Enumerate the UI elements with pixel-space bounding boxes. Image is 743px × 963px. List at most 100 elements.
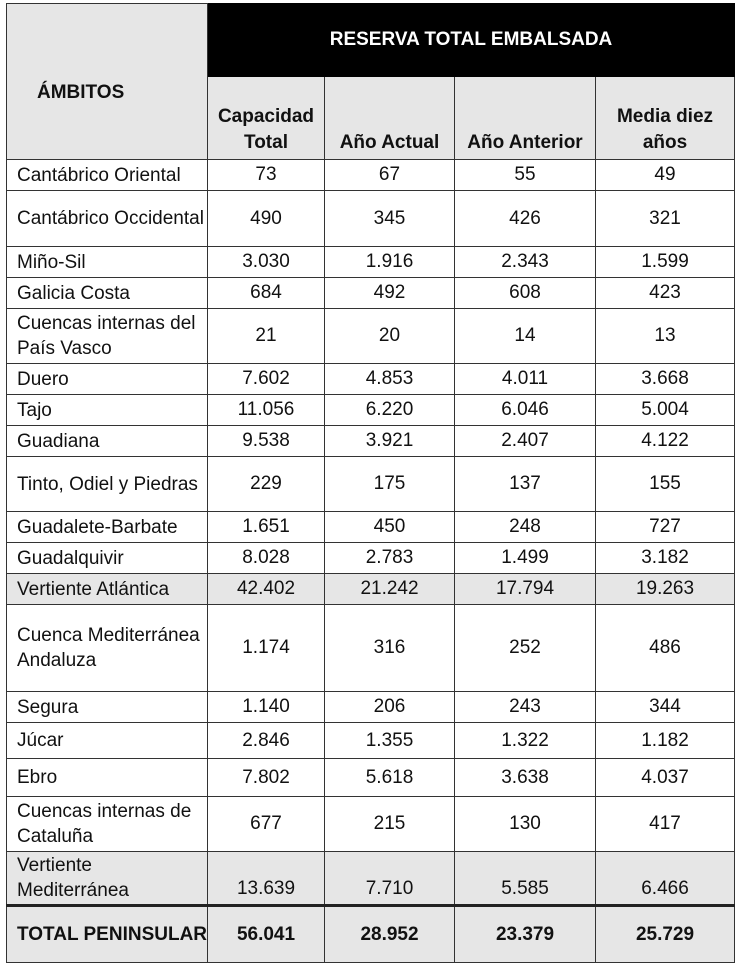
row-name: Guadalquivir	[6, 542, 208, 574]
table-row: Guadalete-Barbate 1.651 450 248 727	[6, 511, 735, 543]
cell-value: 417	[595, 796, 735, 852]
cell-value: 5.618	[324, 758, 455, 797]
row-name: Júcar	[6, 722, 208, 759]
cell-value: 4.011	[454, 363, 596, 395]
cell-value: 450	[324, 511, 455, 543]
col-header-media: Media diez años	[595, 76, 735, 160]
cell-value: 20	[324, 308, 455, 364]
reservoir-table: ÁMBITOS RESERVA TOTAL EMBALSADA Capacida…	[6, 3, 735, 963]
table-row: Cuencas internas de Cataluña 677 215 130…	[6, 796, 735, 852]
cell-value: 49	[595, 159, 735, 191]
row-name: Vertiente Atlántica	[6, 573, 208, 605]
cell-value: 130	[454, 796, 596, 852]
row-name: Tajo	[6, 394, 208, 426]
table-row: Tinto, Odiel y Piedras 229 175 137 155	[6, 456, 735, 512]
cell-value: 215	[324, 796, 455, 852]
cell-value: 426	[454, 190, 596, 247]
cell-value: 684	[207, 277, 325, 309]
row-name: Cantábrico Occidental	[6, 190, 208, 247]
cell-value: 3.668	[595, 363, 735, 395]
cell-value: 155	[595, 456, 735, 512]
cell-value: 67	[324, 159, 455, 191]
table-row: Duero 7.602 4.853 4.011 3.668	[6, 363, 735, 395]
cell-value: 6.220	[324, 394, 455, 426]
cell-value: 21	[207, 308, 325, 364]
row-name: Cuencas internas del País Vasco	[6, 308, 208, 364]
col-header-ano-actual: Año Actual	[324, 76, 455, 160]
cell-value: 1.599	[595, 246, 735, 278]
row-name: Vertiente Mediterránea	[6, 851, 208, 906]
reserva-total-header: RESERVA TOTAL EMBALSADA	[207, 3, 735, 77]
row-name: Guadalete-Barbate	[6, 511, 208, 543]
cell-value: 175	[324, 456, 455, 512]
cell-value: 316	[324, 604, 455, 692]
cell-value: 13	[595, 308, 735, 364]
cell-value: 727	[595, 511, 735, 543]
cell-value: 1.140	[207, 691, 325, 723]
cell-value: 677	[207, 796, 325, 852]
row-name: Cuenca Mediterránea Andaluza	[6, 604, 208, 692]
cell-value: 248	[454, 511, 596, 543]
cell-value: 608	[454, 277, 596, 309]
row-name: Tinto, Odiel y Piedras	[6, 456, 208, 512]
col-header-ano-anterior: Año Anterior	[454, 76, 596, 160]
cell-value: 4.037	[595, 758, 735, 797]
cell-value: 55	[454, 159, 596, 191]
cell-value: 2.846	[207, 722, 325, 759]
cell-value: 345	[324, 190, 455, 247]
cell-value: 1.174	[207, 604, 325, 692]
table-row: Galicia Costa 684 492 608 423	[6, 277, 735, 309]
cell-value: 252	[454, 604, 596, 692]
cell-value: 6.466	[595, 851, 735, 906]
cell-value: 492	[324, 277, 455, 309]
cell-value: 206	[324, 691, 455, 723]
cell-value: 5.585	[454, 851, 596, 906]
cell-value: 23.379	[454, 904, 596, 963]
cell-value: 56.041	[207, 904, 325, 963]
cell-value: 243	[454, 691, 596, 723]
subtotal-row: Vertiente Atlántica 42.402 21.242 17.794…	[6, 573, 735, 605]
cell-value: 7.710	[324, 851, 455, 906]
row-name: Cuencas internas de Cataluña	[6, 796, 208, 852]
row-name: Miño-Sil	[6, 246, 208, 278]
cell-value: 14	[454, 308, 596, 364]
cell-value: 2.407	[454, 425, 596, 457]
row-name: Galicia Costa	[6, 277, 208, 309]
table-row: Guadalquivir 8.028 2.783 1.499 3.182	[6, 542, 735, 574]
row-name: Guadiana	[6, 425, 208, 457]
table-row: Tajo 11.056 6.220 6.046 5.004	[6, 394, 735, 426]
cell-value: 1.182	[595, 722, 735, 759]
cell-value: 3.182	[595, 542, 735, 574]
cell-value: 42.402	[207, 573, 325, 605]
row-name: TOTAL PENINSULAR	[6, 904, 208, 963]
cell-value: 6.046	[454, 394, 596, 426]
cell-value: 28.952	[324, 904, 455, 963]
reservoir-table-container: ÁMBITOS RESERVA TOTAL EMBALSADA Capacida…	[6, 3, 735, 963]
table-row: Cantábrico Occidental 490 345 426 321	[6, 190, 735, 247]
cell-value: 21.242	[324, 573, 455, 605]
row-name: Duero	[6, 363, 208, 395]
cell-value: 4.122	[595, 425, 735, 457]
cell-value: 321	[595, 190, 735, 247]
total-row: TOTAL PENINSULAR 56.041 28.952 23.379 25…	[6, 904, 735, 963]
cell-value: 1.499	[454, 542, 596, 574]
cell-value: 490	[207, 190, 325, 247]
cell-value: 3.921	[324, 425, 455, 457]
cell-value: 229	[207, 456, 325, 512]
cell-value: 2.783	[324, 542, 455, 574]
row-name: Cantábrico Oriental	[6, 159, 208, 191]
cell-value: 8.028	[207, 542, 325, 574]
row-name: Ebro	[6, 758, 208, 797]
cell-value: 137	[454, 456, 596, 512]
cell-value: 3.638	[454, 758, 596, 797]
table-row: Júcar 2.846 1.355 1.322 1.182	[6, 722, 735, 759]
cell-value: 19.263	[595, 573, 735, 605]
cell-value: 25.729	[595, 904, 735, 963]
cell-value: 486	[595, 604, 735, 692]
table-row: Guadiana 9.538 3.921 2.407 4.122	[6, 425, 735, 457]
cell-value: 7.802	[207, 758, 325, 797]
cell-value: 17.794	[454, 573, 596, 605]
cell-value: 7.602	[207, 363, 325, 395]
cell-value: 2.343	[454, 246, 596, 278]
cell-value: 1.322	[454, 722, 596, 759]
